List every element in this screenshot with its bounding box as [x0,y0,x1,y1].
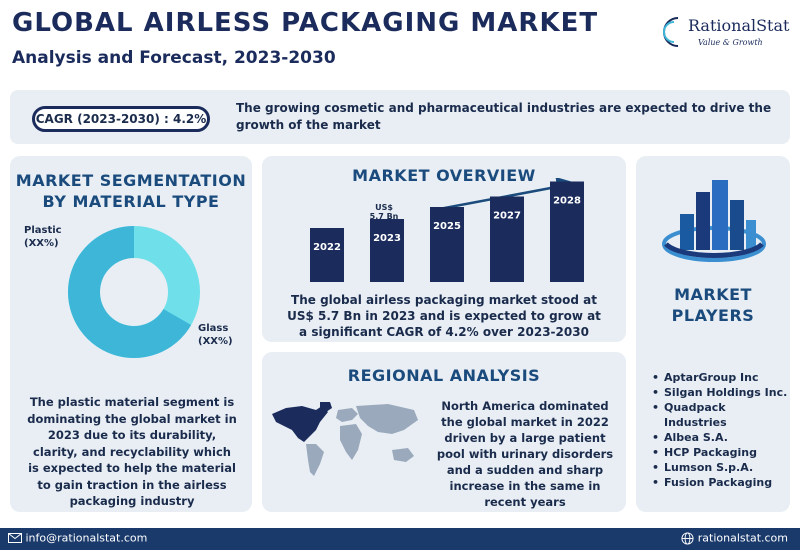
map-asia [356,404,418,434]
city-buildings-icon [662,180,766,262]
donut-slice-plastic [68,226,192,358]
bar-label-2028: 2028 [553,196,581,207]
footer-website[interactable]: rationalstat.com [681,531,788,545]
bar-2022 [310,228,344,282]
footer-email[interactable]: info@rationalstat.com [8,531,147,545]
footer-website-text: rationalstat.com [697,531,788,545]
page-title: GLOBAL AIRLESS PACKAGING MARKET [12,8,599,38]
list-item: Lumson S.p.A. [648,460,788,475]
footer-email-text: info@rationalstat.com [25,531,148,545]
footer: info@rationalstat.com rationalstat.com [0,528,800,550]
overview-panel: MARKET OVERVIEW US$ 5.7 Bn 2022 2023 2025 2… [262,156,626,342]
list-item: AptarGroup Inc [648,370,788,385]
cagr-badge: CAGR (2023-2030) : 4.2% [32,106,210,132]
glass-label: Glass (XX%) [198,322,233,348]
summary-bar: CAGR (2023-2030) : 4.2% The growing cosm… [10,90,790,144]
bar-label-2022: 2022 [313,242,341,253]
regional-description: North America dominated the global marke… [436,399,614,509]
list-item: HCP Packaging [648,445,788,460]
players-title-line1: MARKET [674,285,752,304]
bar-2025 [430,207,464,282]
value-note-line2: 5.7 Bn [370,212,399,221]
logo-name: RationalStat [688,16,790,35]
envelope-icon [8,533,22,543]
plastic-label-value: (XX%) [24,238,59,249]
list-item: Silgan Holdings Inc. [648,385,788,400]
list-item: Quadpack Industries [648,400,788,430]
glass-label-value: (XX%) [198,336,233,347]
bar-2028 [550,181,584,282]
logo-tagline: Value & Growth [698,38,763,47]
bar-label-2025: 2025 [433,221,461,232]
map-south-america [306,444,324,476]
map-australia [392,448,414,462]
players-list: AptarGroup Inc Silgan Holdings Inc. Quad… [648,370,788,490]
value-note-line1: US$ [375,203,393,212]
bar-label-2027: 2027 [493,211,521,222]
plastic-label-name: Plastic [24,225,62,236]
world-map-icon [272,402,418,476]
material-donut-chart [68,226,200,358]
plastic-label: Plastic (XX%) [24,224,62,250]
list-item: Albea S.A. [648,430,788,445]
segmentation-panel: MARKET SEGMENTATION BY MATERIAL TYPE Pla… [10,156,252,512]
players-title: MARKET PLAYERS [636,284,790,326]
market-growth-chart: US$ 5.7 Bn 2022 2023 2025 2027 2028 [310,178,584,282]
regional-panel: REGIONAL ANALYSIS North America dominate… [262,352,626,512]
globe-icon [681,531,694,545]
bar-2023 [370,219,404,282]
bar-label-2023: 2023 [373,233,401,244]
segmentation-description: The plastic material segment is dominati… [27,395,237,508]
logo-mark-icon [663,17,679,47]
summary-text: The growing cosmetic and pharmaceutical … [236,101,772,132]
segmentation-title: MARKET SEGMENTATION BY MATERIAL TYPE [15,171,247,211]
page-subtitle: Analysis and Forecast, 2023-2030 [12,48,336,68]
list-item: Fusion Packaging [648,475,788,490]
regional-title: REGIONAL ANALYSIS [347,366,541,385]
map-north-america [272,406,328,442]
map-europe [336,408,358,422]
players-title-line2: PLAYERS [671,306,755,325]
glass-label-name: Glass [198,323,229,334]
players-panel: MARKET PLAYERS AptarGroup Inc Silgan Hol… [636,156,790,512]
overview-title: MARKET OVERVIEW [352,166,536,185]
map-greenland [320,402,332,412]
bar-2027 [490,196,524,282]
map-africa [340,424,362,460]
overview-description: The global airless packaging market stoo… [287,293,601,339]
logo: RationalStat Value & Growth [660,14,795,54]
